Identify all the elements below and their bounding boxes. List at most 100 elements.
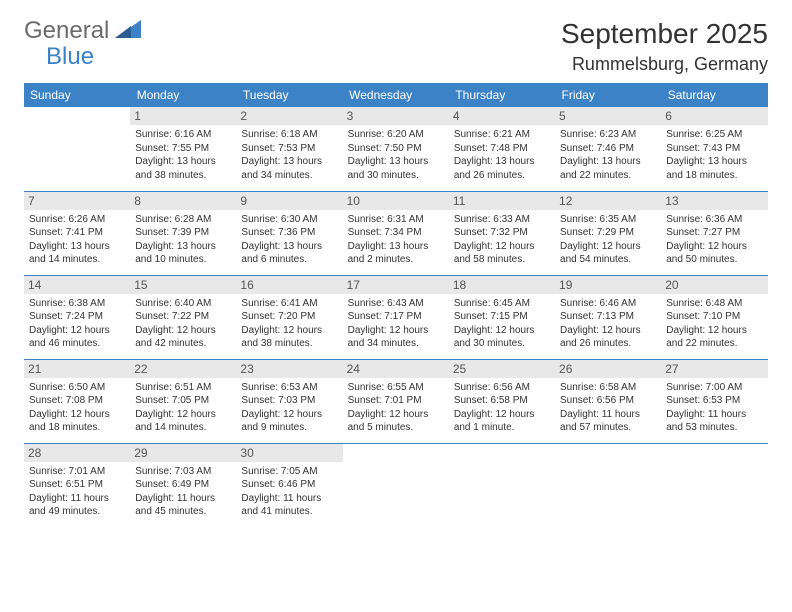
day-number: 6: [661, 107, 767, 125]
sunrise-line: Sunrise: 6:26 AM: [29, 213, 125, 227]
daylight-line: Daylight: 11 hours and 53 minutes.: [666, 408, 762, 435]
calendar-day-cell: 12Sunrise: 6:35 AMSunset: 7:29 PMDayligh…: [555, 191, 661, 275]
sunset-line: Sunset: 7:29 PM: [560, 226, 656, 240]
sunset-line: Sunset: 7:24 PM: [29, 310, 125, 324]
header: General Blue September 2025 Rummelsburg,…: [24, 18, 768, 75]
sunset-line: Sunset: 6:46 PM: [241, 478, 337, 492]
title-block: September 2025 Rummelsburg, Germany: [561, 18, 768, 75]
day-number: 7: [24, 192, 130, 210]
sunrise-line: Sunrise: 6:40 AM: [135, 297, 231, 311]
calendar-day-cell: 4Sunrise: 6:21 AMSunset: 7:48 PMDaylight…: [449, 107, 555, 191]
calendar-day-cell: 24Sunrise: 6:55 AMSunset: 7:01 PMDayligh…: [343, 359, 449, 443]
daylight-line: Daylight: 12 hours and 34 minutes.: [348, 324, 444, 351]
day-number: 15: [130, 276, 236, 294]
sunrise-line: Sunrise: 6:33 AM: [454, 213, 550, 227]
daylight-line: Daylight: 11 hours and 49 minutes.: [29, 492, 125, 519]
sunset-line: Sunset: 6:58 PM: [454, 394, 550, 408]
daylight-line: Daylight: 13 hours and 10 minutes.: [135, 240, 231, 267]
daylight-line: Daylight: 12 hours and 14 minutes.: [135, 408, 231, 435]
sunrise-line: Sunrise: 6:41 AM: [241, 297, 337, 311]
sunrise-line: Sunrise: 6:18 AM: [241, 128, 337, 142]
sunrise-line: Sunrise: 6:53 AM: [241, 381, 337, 395]
weekday-header: Thursday: [449, 83, 555, 107]
calendar-day-cell: 27Sunrise: 7:00 AMSunset: 6:53 PMDayligh…: [661, 359, 767, 443]
daylight-line: Daylight: 13 hours and 22 minutes.: [560, 155, 656, 182]
daylight-line: Daylight: 11 hours and 41 minutes.: [241, 492, 337, 519]
calendar-day-cell: [555, 443, 661, 527]
calendar-day-cell: 20Sunrise: 6:48 AMSunset: 7:10 PMDayligh…: [661, 275, 767, 359]
calendar-day-cell: 18Sunrise: 6:45 AMSunset: 7:15 PMDayligh…: [449, 275, 555, 359]
calendar-week-row: 7Sunrise: 6:26 AMSunset: 7:41 PMDaylight…: [24, 191, 768, 275]
calendar-day-cell: [343, 443, 449, 527]
day-number: 8: [130, 192, 236, 210]
calendar-day-cell: 30Sunrise: 7:05 AMSunset: 6:46 PMDayligh…: [236, 443, 342, 527]
calendar-day-cell: 8Sunrise: 6:28 AMSunset: 7:39 PMDaylight…: [130, 191, 236, 275]
calendar-day-cell: 11Sunrise: 6:33 AMSunset: 7:32 PMDayligh…: [449, 191, 555, 275]
day-number: 12: [555, 192, 661, 210]
day-number: 14: [24, 276, 130, 294]
sunset-line: Sunset: 7:10 PM: [666, 310, 762, 324]
sunset-line: Sunset: 7:13 PM: [560, 310, 656, 324]
calendar-day-cell: 16Sunrise: 6:41 AMSunset: 7:20 PMDayligh…: [236, 275, 342, 359]
day-number: 30: [236, 444, 342, 462]
sunrise-line: Sunrise: 7:03 AM: [135, 465, 231, 479]
day-number: 26: [555, 360, 661, 378]
logo-text-1: General: [24, 18, 109, 44]
sunset-line: Sunset: 6:49 PM: [135, 478, 231, 492]
day-number: 29: [130, 444, 236, 462]
day-number: 21: [24, 360, 130, 378]
calendar-day-cell: 26Sunrise: 6:58 AMSunset: 6:56 PMDayligh…: [555, 359, 661, 443]
sunset-line: Sunset: 6:51 PM: [29, 478, 125, 492]
daylight-line: Daylight: 13 hours and 26 minutes.: [454, 155, 550, 182]
sunset-line: Sunset: 7:03 PM: [241, 394, 337, 408]
day-number: 28: [24, 444, 130, 462]
sunset-line: Sunset: 7:17 PM: [348, 310, 444, 324]
sunset-line: Sunset: 7:55 PM: [135, 142, 231, 156]
daylight-line: Daylight: 12 hours and 50 minutes.: [666, 240, 762, 267]
calendar-week-row: 21Sunrise: 6:50 AMSunset: 7:08 PMDayligh…: [24, 359, 768, 443]
weekday-header: Friday: [555, 83, 661, 107]
calendar-day-cell: [24, 107, 130, 191]
daylight-line: Daylight: 12 hours and 1 minute.: [454, 408, 550, 435]
daylight-line: Daylight: 13 hours and 2 minutes.: [348, 240, 444, 267]
calendar-day-cell: 22Sunrise: 6:51 AMSunset: 7:05 PMDayligh…: [130, 359, 236, 443]
sunrise-line: Sunrise: 6:56 AM: [454, 381, 550, 395]
sunrise-line: Sunrise: 6:55 AM: [348, 381, 444, 395]
day-number: 1: [130, 107, 236, 125]
calendar-day-cell: 3Sunrise: 6:20 AMSunset: 7:50 PMDaylight…: [343, 107, 449, 191]
sunset-line: Sunset: 7:50 PM: [348, 142, 444, 156]
sunrise-line: Sunrise: 6:35 AM: [560, 213, 656, 227]
calendar-day-cell: [661, 443, 767, 527]
daylight-line: Daylight: 12 hours and 38 minutes.: [241, 324, 337, 351]
sunrise-line: Sunrise: 6:25 AM: [666, 128, 762, 142]
sunset-line: Sunset: 7:53 PM: [241, 142, 337, 156]
sunrise-line: Sunrise: 6:45 AM: [454, 297, 550, 311]
sunset-line: Sunset: 6:56 PM: [560, 394, 656, 408]
day-number: 5: [555, 107, 661, 125]
calendar-day-cell: 2 Sunrise: 6:18 AMSunset: 7:53 PMDaylight…: [236, 107, 342, 191]
sunrise-line: Sunrise: 6:50 AM: [29, 381, 125, 395]
logo-triangle-icon: [115, 18, 141, 44]
daylight-line: Daylight: 12 hours and 30 minutes.: [454, 324, 550, 351]
calendar-day-cell: 23Sunrise: 6:53 AMSunset: 7:03 PMDayligh…: [236, 359, 342, 443]
calendar-day-cell: [449, 443, 555, 527]
day-number: 18: [449, 276, 555, 294]
day-number: 27: [661, 360, 767, 378]
calendar-week-row: 28Sunrise: 7:01 AMSunset: 6:51 PMDayligh…: [24, 443, 768, 527]
sunrise-line: Sunrise: 6:43 AM: [348, 297, 444, 311]
day-number: 3: [343, 107, 449, 125]
sunset-line: Sunset: 7:32 PM: [454, 226, 550, 240]
sunset-line: Sunset: 7:43 PM: [666, 142, 762, 156]
sunset-line: Sunset: 7:27 PM: [666, 226, 762, 240]
calendar-day-cell: 13Sunrise: 6:36 AMSunset: 7:27 PMDayligh…: [661, 191, 767, 275]
day-number: 4: [449, 107, 555, 125]
page-title: September 2025: [561, 18, 768, 50]
day-number: 25: [449, 360, 555, 378]
day-number: 9: [236, 192, 342, 210]
daylight-line: Daylight: 12 hours and 9 minutes.: [241, 408, 337, 435]
day-number: 2: [236, 107, 342, 125]
day-number: 20: [661, 276, 767, 294]
daylight-line: Daylight: 13 hours and 34 minutes.: [241, 155, 337, 182]
calendar-day-cell: 9Sunrise: 6:30 AMSunset: 7:36 PMDaylight…: [236, 191, 342, 275]
daylight-line: Daylight: 13 hours and 6 minutes.: [241, 240, 337, 267]
